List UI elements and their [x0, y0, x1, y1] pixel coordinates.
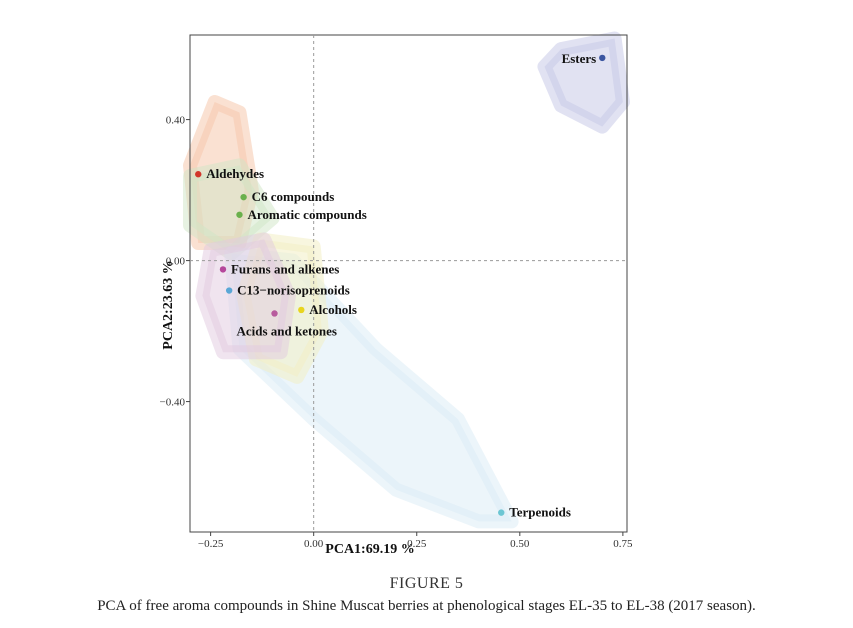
- point-aromatic-compounds: [236, 211, 243, 218]
- x-tick-label: 0.25: [407, 538, 427, 550]
- point-label: Terpenoids: [509, 505, 571, 520]
- point-furans-and-alkenes: [219, 266, 227, 273]
- y-tick-label: 0.40: [166, 115, 186, 127]
- point-label: Furans and alkenes: [231, 261, 339, 276]
- x-axis-label: PCA1:69.19 %: [325, 542, 414, 557]
- point-label: Aldehydes: [206, 166, 264, 181]
- x-tick-label: −0.25: [198, 538, 224, 550]
- point-esters: [599, 54, 606, 62]
- point-label: Alcohols: [309, 302, 357, 317]
- y-axis-label: PCA2:23.63 %: [161, 260, 176, 349]
- figure-caption: PCA of free aroma compounds in Shine Mus…: [97, 598, 756, 614]
- pca-chart: −0.25 0.00 0.25 0.50 0.75 0.40 0.00 −0.40 Este…: [160, 31, 633, 557]
- point-aldehydes: [195, 171, 202, 178]
- point-label: Aromatic compounds: [247, 207, 366, 222]
- y-tick-label: −0.40: [160, 397, 186, 409]
- point-label: Esters: [562, 51, 597, 66]
- plot-frame: [189, 34, 628, 533]
- plot-border: [189, 34, 628, 533]
- point-alcohols: [298, 306, 305, 314]
- point-c13-norisoprenoids: [225, 287, 233, 294]
- y-axis-ticks: 0.40 0.00 −0.40: [160, 115, 190, 409]
- x-axis-ticks: −0.25 0.00 0.25 0.50 0.75: [198, 532, 633, 550]
- x-tick-label: 0.50: [510, 538, 530, 550]
- point-label: C13−norisoprenoids: [237, 283, 350, 298]
- point-label: Acids and ketones: [237, 323, 337, 338]
- y-tick-label: 0.00: [166, 256, 186, 268]
- point-terpenoids: [498, 509, 505, 516]
- point-acids-and-ketones: [271, 310, 278, 317]
- group-hulls: [183, 31, 630, 529]
- data-points: [195, 54, 606, 516]
- point-c6-compounds: [240, 193, 247, 201]
- reference-lines: [190, 35, 627, 532]
- figure-label: FIGURE 5: [389, 575, 464, 592]
- point-labels: Esters Aldehydes C6 compounds Aromatic comp…: [206, 51, 596, 520]
- x-tick-label: 0.00: [304, 538, 324, 550]
- point-label: C6 compounds: [252, 189, 335, 204]
- x-tick-label: 0.75: [613, 538, 633, 550]
